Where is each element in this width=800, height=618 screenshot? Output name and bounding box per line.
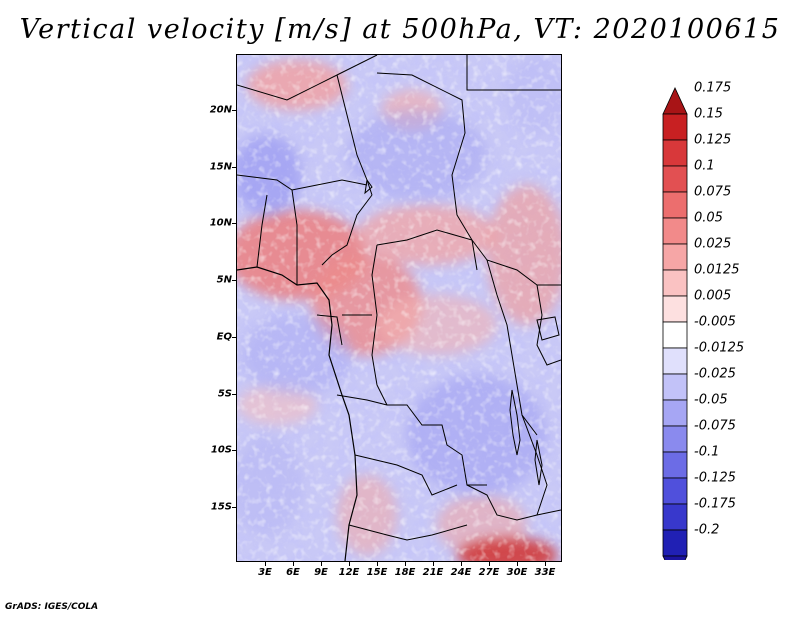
colorbar-label: 0.05 — [694, 210, 723, 226]
lake-tanganyika — [509, 389, 521, 456]
colorbar-label: 0.15 — [694, 106, 723, 122]
lat-tick — [232, 394, 236, 395]
lon-label-6e: 6E — [286, 567, 300, 578]
colorbar-segment — [662, 529, 688, 557]
colorbar-segment — [662, 451, 688, 479]
lat-label-10n: 10N — [209, 217, 232, 229]
colorbar-segment — [662, 425, 688, 453]
lat-label-5s: 5S — [217, 388, 232, 400]
colorbar-segment — [662, 347, 688, 375]
map-panel — [236, 54, 562, 562]
lat-tick — [232, 167, 236, 168]
lon-tick — [377, 562, 378, 566]
lat-label-15n: 15N — [209, 161, 232, 173]
colorbar-segment — [662, 321, 688, 349]
lake-victoria — [536, 316, 560, 341]
lake-malawi — [534, 439, 543, 486]
coastline — [237, 266, 358, 561]
lon-label-33e: 33E — [534, 567, 556, 578]
lon-label-3e: 3E — [258, 567, 272, 578]
colorbar-label: 0.025 — [694, 236, 732, 252]
borders — [237, 55, 561, 561]
colorbar-segment — [662, 295, 688, 323]
lon-tick — [405, 562, 406, 566]
lon-tick — [293, 562, 294, 566]
lat-label-5n: 5N — [216, 274, 232, 286]
colorbar-segment — [662, 269, 688, 297]
colorbar-segment — [662, 165, 688, 193]
colorbar-label: -0.2 — [694, 522, 720, 538]
colorbar-label: 0.075 — [694, 184, 732, 200]
colorbar-segment — [662, 139, 688, 167]
colorbar-label: -0.125 — [694, 470, 736, 486]
lon-tick — [321, 562, 322, 566]
lon-tick — [265, 562, 266, 566]
map-plot — [237, 55, 561, 561]
lon-tick — [461, 562, 462, 566]
colorbar-label: 0.125 — [694, 132, 732, 148]
field-contour-noise — [237, 55, 561, 561]
lon-tick — [545, 562, 546, 566]
lon-label-24e: 24E — [450, 567, 472, 578]
colorbar-label: 0.175 — [694, 80, 732, 96]
colorbar-segment — [662, 555, 688, 560]
colorbar-label: 0.005 — [694, 288, 732, 304]
colorbar-label: -0.0125 — [694, 340, 745, 356]
colorbar-segment — [662, 87, 688, 115]
lon-label-15e: 15E — [366, 567, 388, 578]
chart-title: Vertical velocity [m/s] at 500hPa, VT: 2… — [19, 14, 781, 45]
lon-label-21e: 21E — [422, 567, 444, 578]
lat-tick — [232, 110, 236, 111]
lat-tick — [232, 223, 236, 224]
lon-label-12e: 12E — [338, 567, 360, 578]
lon-label-9e: 9E — [314, 567, 328, 578]
colorbar-label: 0.0125 — [694, 262, 740, 278]
lakes — [364, 178, 560, 486]
colorbar-label: -0.1 — [694, 444, 720, 460]
colorbar — [662, 87, 688, 560]
lat-tick — [232, 337, 236, 338]
colorbar-segment — [662, 477, 688, 505]
lake-chad — [364, 178, 373, 195]
lon-label-27e: 27E — [478, 567, 500, 578]
colorbar-segment — [662, 113, 688, 141]
lon-tick — [349, 562, 350, 566]
colorbar-label: 0.1 — [694, 158, 715, 174]
lon-tick — [489, 562, 490, 566]
lat-label-10s: 10S — [210, 444, 232, 456]
colorbar-label: -0.075 — [694, 418, 736, 434]
colorbar-label: -0.025 — [694, 366, 736, 382]
lon-label-30e: 30E — [506, 567, 528, 578]
colorbar-segment — [662, 217, 688, 245]
lat-tick — [232, 507, 236, 508]
lat-label-20n: 20N — [209, 104, 232, 116]
colorbar-label: -0.05 — [694, 392, 728, 408]
footer-credit: GrADS: IGES/COLA — [5, 602, 99, 612]
colorbar-segment — [662, 191, 688, 219]
lon-tick — [517, 562, 518, 566]
lat-tick — [232, 280, 236, 281]
colorbar-label: -0.005 — [694, 314, 736, 330]
lon-label-18e: 18E — [394, 567, 416, 578]
colorbar-segment — [662, 503, 688, 531]
lat-tick — [232, 450, 236, 451]
colorbar-segment — [662, 243, 688, 271]
colorbar-label: -0.175 — [694, 496, 736, 512]
lat-label-15s: 15S — [210, 501, 232, 513]
lat-label-eq: EQ — [216, 331, 232, 343]
colorbar-segments — [662, 87, 688, 560]
colorbar-segment — [662, 373, 688, 401]
colorbar-segment — [662, 399, 688, 427]
lon-tick — [433, 562, 434, 566]
